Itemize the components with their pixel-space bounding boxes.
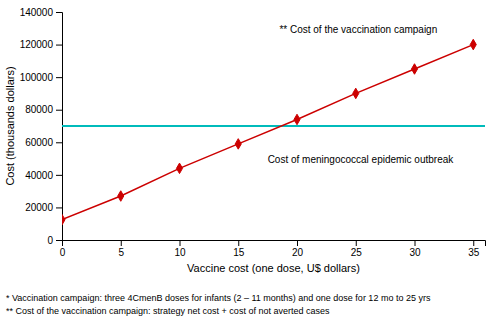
x-tick-label: 10	[174, 247, 186, 258]
footnotes: * Vaccination campaign: three 4CmenB dos…	[6, 293, 431, 316]
y-tick: 140000	[20, 7, 62, 18]
y-axis-title: Cost (thousands dollars)	[4, 66, 16, 185]
y-tick-label: 80000	[25, 104, 53, 115]
x-tick-label: 25	[351, 247, 363, 258]
x-tick-label: 35	[468, 247, 480, 258]
x-tick: 15	[233, 240, 245, 258]
y-tick: 20000	[25, 202, 62, 213]
data-point	[176, 163, 182, 174]
data-point	[470, 39, 476, 50]
y-tick-label: 60000	[25, 137, 53, 148]
x-tick: 0	[60, 240, 66, 258]
y-tick-label: 0	[47, 235, 53, 246]
x-tick: 35	[468, 240, 480, 258]
y-tick: 80000	[25, 104, 62, 115]
y-tick-mark	[56, 110, 62, 111]
x-tick-mark	[180, 240, 181, 246]
x-tick-mark	[238, 240, 239, 246]
y-tick: 100000	[20, 72, 62, 83]
footnote: * Vaccination campaign: three 4CmenB dos…	[6, 293, 431, 303]
data-point	[235, 139, 241, 150]
y-tick-mark	[56, 12, 62, 13]
x-tick: 30	[409, 240, 421, 258]
x-tick: 10	[174, 240, 186, 258]
y-tick-label: 140000	[20, 7, 54, 18]
plot-area	[62, 39, 485, 225]
x-tick-label: 15	[233, 247, 245, 258]
chart: 0 5 10 15 20 25 30 35 0 20000 40000 60000 80000 10000…	[0, 0, 500, 322]
y-tick-mark	[56, 77, 62, 78]
data-point	[62, 214, 65, 225]
x-tick-mark	[415, 240, 416, 246]
data-point	[353, 88, 359, 99]
y-tick: 0	[47, 235, 62, 246]
y-tick: 120000	[20, 39, 62, 50]
annotations: ** Cost of the vaccination campaign Cost …	[268, 24, 455, 164]
y-tick-mark	[56, 207, 62, 208]
x-tick-mark	[297, 240, 298, 246]
x-axis: 0 5 10 15 20 25 30 35	[60, 240, 486, 258]
y-tick: 60000	[25, 137, 62, 148]
y-tick-label: 40000	[25, 170, 53, 181]
y-tick-label: 20000	[25, 202, 53, 213]
x-axis-title: Vaccine cost (one dose, U$ dollars)	[187, 262, 360, 274]
y-axis: 0 20000 40000 60000 80000 100000 120000 140000	[20, 7, 63, 246]
x-tick-mark	[121, 240, 122, 246]
x-tick: 5	[118, 240, 124, 258]
footnote: ** Cost of the vaccination campaign: str…	[6, 306, 330, 316]
y-tick-label: 100000	[20, 72, 54, 83]
y-tick-label: 120000	[20, 39, 54, 50]
x-tick: 20	[292, 240, 304, 258]
reference-line	[62, 125, 485, 127]
x-tick-label: 0	[60, 247, 66, 258]
x-tick-mark	[473, 240, 474, 246]
y-tick-mark	[56, 142, 62, 143]
data-line	[62, 45, 473, 220]
x-tick: 25	[351, 240, 363, 258]
x-tick-label: 30	[409, 247, 421, 258]
x-tick-label: 20	[292, 247, 304, 258]
y-tick-mark	[56, 175, 62, 176]
data-point	[411, 64, 417, 75]
data-point	[118, 191, 124, 202]
x-tick-label: 5	[118, 247, 124, 258]
annotation: ** Cost of the vaccination campaign	[279, 24, 437, 35]
y-axis-line	[56, 13, 63, 241]
y-tick: 40000	[25, 170, 62, 181]
y-tick-mark	[56, 45, 62, 46]
y-tick-mark	[56, 240, 62, 241]
annotation: Cost of meningococcal epidemic outbreak	[268, 154, 455, 165]
x-tick-mark	[356, 240, 357, 246]
data-point	[294, 114, 300, 125]
x-axis-line	[63, 241, 486, 247]
